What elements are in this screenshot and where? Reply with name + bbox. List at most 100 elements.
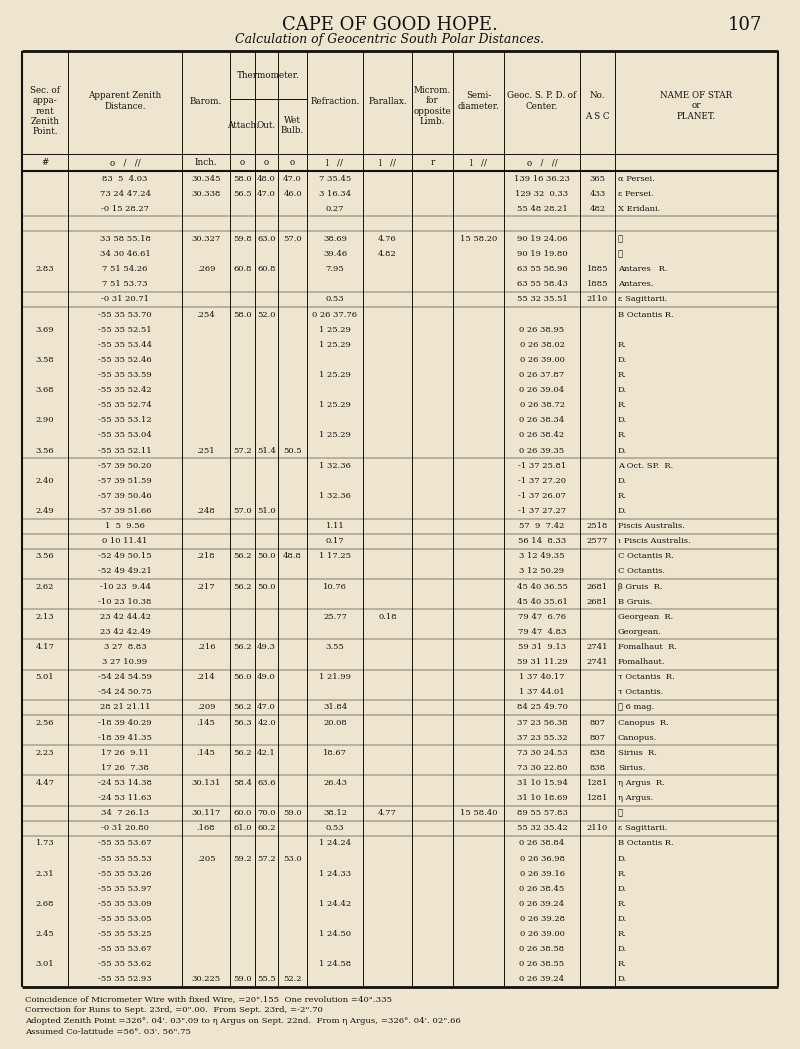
Text: 56.5: 56.5 bbox=[233, 190, 252, 197]
Text: 139 16 36.23: 139 16 36.23 bbox=[514, 174, 570, 183]
Text: B Octantis R.: B Octantis R. bbox=[618, 311, 674, 319]
Text: 1 24.42: 1 24.42 bbox=[319, 900, 351, 907]
Text: -24 53 11.63: -24 53 11.63 bbox=[98, 794, 152, 802]
Text: 51.0: 51.0 bbox=[257, 507, 276, 515]
Text: 0 26 38.84: 0 26 38.84 bbox=[519, 839, 565, 848]
Text: 7.95: 7.95 bbox=[326, 265, 344, 273]
Text: l   //: l // bbox=[379, 158, 396, 167]
Text: 45 40 36.55: 45 40 36.55 bbox=[517, 582, 567, 591]
Text: D.: D. bbox=[618, 507, 627, 515]
Text: 3 12 49.35: 3 12 49.35 bbox=[519, 553, 565, 560]
Text: ☉: ☉ bbox=[618, 235, 623, 243]
Text: 0 26 39.35: 0 26 39.35 bbox=[519, 447, 565, 454]
Text: 47.0: 47.0 bbox=[257, 190, 276, 197]
Text: 1885: 1885 bbox=[586, 280, 608, 288]
Text: 0 26 39.24: 0 26 39.24 bbox=[519, 976, 565, 984]
Text: 15 58.40: 15 58.40 bbox=[460, 809, 498, 817]
Text: l   //: l // bbox=[470, 158, 487, 167]
Text: -1 37 26.07: -1 37 26.07 bbox=[518, 492, 566, 500]
Text: R.: R. bbox=[618, 930, 627, 938]
Text: 3.68: 3.68 bbox=[36, 386, 54, 394]
Text: 0 26 38.34: 0 26 38.34 bbox=[519, 416, 565, 425]
Text: 63 55 58.43: 63 55 58.43 bbox=[517, 280, 567, 288]
Text: Calculation of Geocentric South Polar Distances.: Calculation of Geocentric South Polar Di… bbox=[235, 33, 545, 46]
Text: -55 35 52.42: -55 35 52.42 bbox=[98, 386, 152, 394]
Text: Semi-
diameter.: Semi- diameter. bbox=[458, 91, 499, 111]
Text: -55 35 53.12: -55 35 53.12 bbox=[98, 416, 152, 425]
Text: 1 32.36: 1 32.36 bbox=[319, 462, 351, 470]
Text: 1 24.24: 1 24.24 bbox=[319, 839, 351, 848]
Text: 28 21 21.11: 28 21 21.11 bbox=[100, 704, 150, 711]
Text: 70.0: 70.0 bbox=[258, 809, 276, 817]
Text: 4.82: 4.82 bbox=[378, 250, 397, 258]
Text: o: o bbox=[290, 158, 295, 167]
Text: ε Persei.: ε Persei. bbox=[618, 190, 654, 197]
Text: 1.11: 1.11 bbox=[326, 522, 344, 530]
Text: -55 35 52.74: -55 35 52.74 bbox=[98, 401, 152, 409]
Text: α Persei.: α Persei. bbox=[618, 174, 654, 183]
Text: Georgean.: Georgean. bbox=[618, 628, 662, 636]
Text: 37 23 55.32: 37 23 55.32 bbox=[517, 733, 567, 742]
Text: 48.8: 48.8 bbox=[283, 553, 302, 560]
Text: C Octantis.: C Octantis. bbox=[618, 568, 665, 576]
Text: 56.2: 56.2 bbox=[234, 749, 252, 756]
Text: 3.69: 3.69 bbox=[36, 325, 54, 334]
Text: 1281: 1281 bbox=[587, 794, 608, 802]
Text: X Eridani.: X Eridani. bbox=[618, 205, 660, 213]
Text: B Octantis R.: B Octantis R. bbox=[618, 839, 674, 848]
Text: 2.23: 2.23 bbox=[36, 749, 54, 756]
Text: η Argus.: η Argus. bbox=[618, 794, 654, 802]
Text: R.: R. bbox=[618, 341, 627, 348]
Text: o: o bbox=[264, 158, 269, 167]
Text: 30.131: 30.131 bbox=[191, 779, 221, 787]
Text: 57.2: 57.2 bbox=[257, 855, 276, 862]
Text: 30.345: 30.345 bbox=[191, 174, 221, 183]
Text: 433: 433 bbox=[590, 190, 606, 197]
Text: 3.01: 3.01 bbox=[36, 960, 54, 968]
Text: -57 39 50.20: -57 39 50.20 bbox=[98, 462, 152, 470]
Text: 46.0: 46.0 bbox=[283, 190, 302, 197]
Text: R.: R. bbox=[618, 900, 627, 907]
Text: 0.27: 0.27 bbox=[326, 205, 344, 213]
Text: -54 24 54.59: -54 24 54.59 bbox=[98, 673, 152, 681]
Text: l   //: l // bbox=[326, 158, 343, 167]
Text: -55 35 53.70: -55 35 53.70 bbox=[98, 311, 152, 319]
Text: 0 26 36.98: 0 26 36.98 bbox=[519, 855, 565, 862]
Text: 31 10 15.94: 31 10 15.94 bbox=[517, 779, 567, 787]
Text: 1.73: 1.73 bbox=[36, 839, 54, 848]
Text: 1 24.33: 1 24.33 bbox=[319, 870, 351, 878]
Text: 57  9  7.42: 57 9 7.42 bbox=[519, 522, 565, 530]
Text: 0 26 38.58: 0 26 38.58 bbox=[519, 945, 565, 954]
Text: ε Sagittarii.: ε Sagittarii. bbox=[618, 825, 667, 832]
Text: 0 26 38.02: 0 26 38.02 bbox=[519, 341, 565, 348]
Text: Out.: Out. bbox=[257, 121, 276, 130]
Text: 23 42 44.42: 23 42 44.42 bbox=[99, 613, 150, 621]
Text: 63 55 58.96: 63 55 58.96 bbox=[517, 265, 567, 273]
Text: B Gruis.: B Gruis. bbox=[618, 598, 652, 605]
Text: 57.0: 57.0 bbox=[283, 235, 302, 243]
Text: r: r bbox=[430, 158, 434, 167]
Text: -55 35 53.09: -55 35 53.09 bbox=[98, 900, 152, 907]
Text: 56.2: 56.2 bbox=[234, 643, 252, 651]
Text: 0 26 38.72: 0 26 38.72 bbox=[519, 401, 565, 409]
Text: 42.1: 42.1 bbox=[257, 749, 276, 756]
Text: 129 32  0.33: 129 32 0.33 bbox=[515, 190, 569, 197]
Text: D.: D. bbox=[618, 945, 627, 954]
Text: -52 49 49.21: -52 49 49.21 bbox=[98, 568, 152, 576]
Text: D.: D. bbox=[618, 976, 627, 984]
Text: -57 39 51.66: -57 39 51.66 bbox=[98, 507, 152, 515]
Text: 57.2: 57.2 bbox=[233, 447, 252, 454]
Text: Parallax.: Parallax. bbox=[368, 97, 406, 106]
Text: 4.76: 4.76 bbox=[378, 235, 397, 243]
Text: 49.3: 49.3 bbox=[257, 643, 276, 651]
Text: 34  7 26.13: 34 7 26.13 bbox=[101, 809, 149, 817]
Text: 55.5: 55.5 bbox=[257, 976, 276, 984]
Text: Antares   R.: Antares R. bbox=[618, 265, 667, 273]
Text: 90 19 24.06: 90 19 24.06 bbox=[517, 235, 567, 243]
Text: 34 30 46.61: 34 30 46.61 bbox=[100, 250, 150, 258]
Text: Adopted Zenith Point =326°. 04'. 03".09 to η Argus on Sept. 22nd.  From η Argus,: Adopted Zenith Point =326°. 04'. 03".09 … bbox=[25, 1016, 461, 1025]
Text: 61.0: 61.0 bbox=[234, 825, 252, 832]
Text: 49.0: 49.0 bbox=[257, 673, 276, 681]
Text: .254: .254 bbox=[197, 311, 215, 319]
Text: -55 35 53.62: -55 35 53.62 bbox=[98, 960, 152, 968]
